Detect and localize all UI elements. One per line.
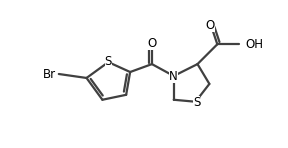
Text: O: O (206, 19, 215, 32)
Text: S: S (193, 96, 200, 109)
Text: OH: OH (245, 38, 263, 51)
Text: S: S (105, 55, 112, 68)
Text: Br: Br (43, 67, 56, 81)
Text: N: N (169, 70, 178, 83)
Text: O: O (147, 37, 157, 50)
